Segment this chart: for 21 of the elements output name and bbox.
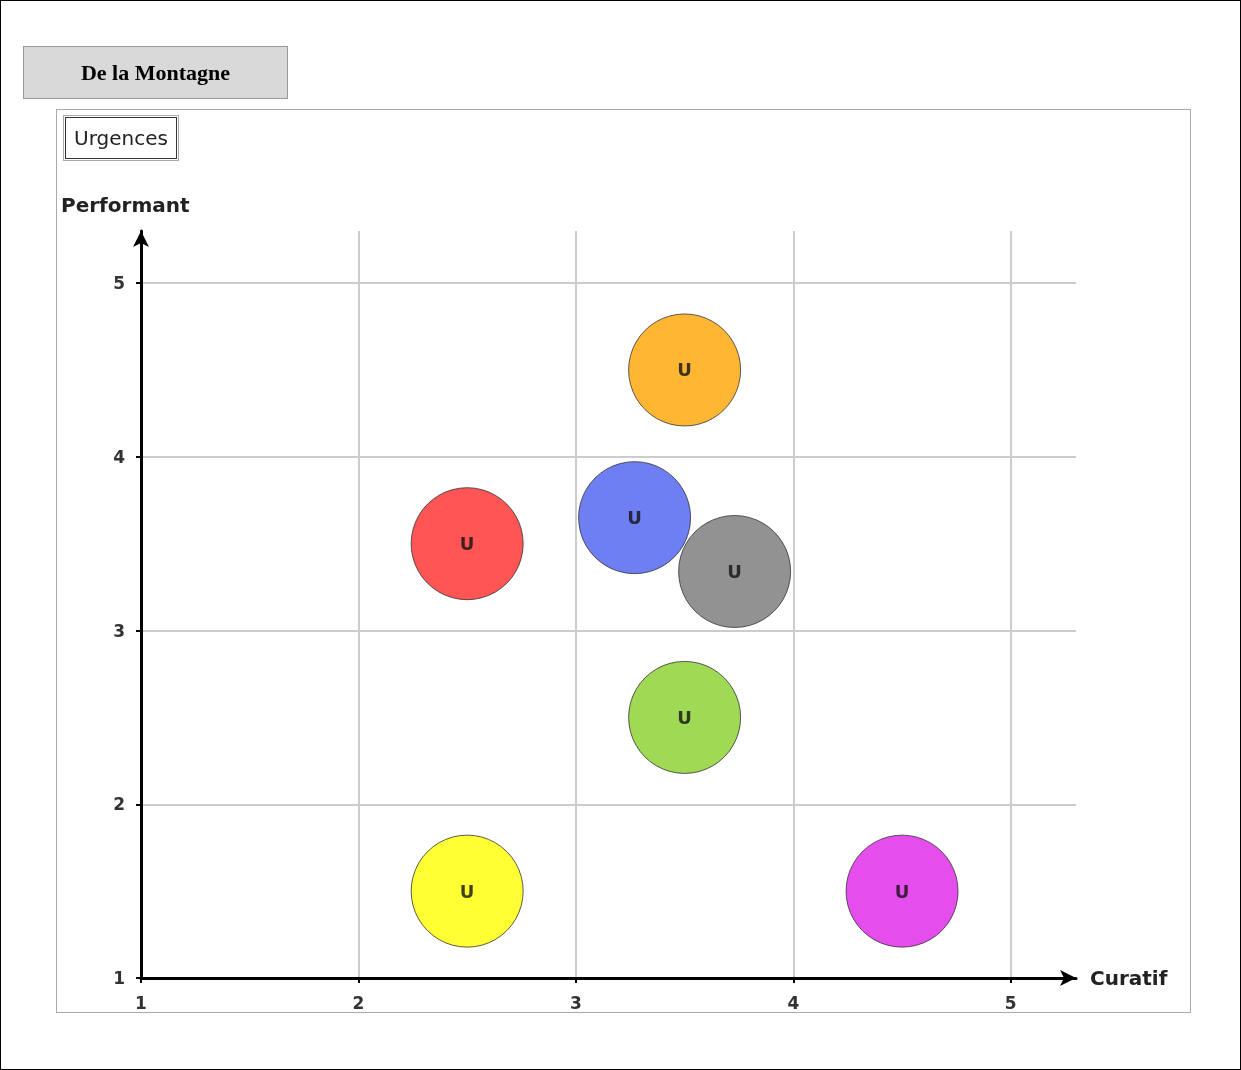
data-label: U bbox=[677, 706, 692, 728]
x-tick-label: 4 bbox=[787, 992, 800, 1013]
y-tick-label: 1 bbox=[113, 968, 125, 988]
y-tick-label: 4 bbox=[113, 446, 126, 467]
data-label: U bbox=[459, 880, 475, 902]
x-tick-label: 2 bbox=[352, 992, 365, 1013]
x-tick-label: 3 bbox=[569, 992, 582, 1013]
y-tick-label: 3 bbox=[113, 620, 125, 641]
x-tick-label: 1 bbox=[135, 992, 147, 1013]
x-axis-title: Curatif bbox=[1090, 966, 1168, 990]
data-label: U bbox=[677, 359, 692, 381]
y-axis-title: Performant bbox=[61, 193, 190, 217]
data-label: U bbox=[894, 880, 910, 902]
chart-title: De la Montagne bbox=[23, 46, 288, 99]
y-tick-label: 2 bbox=[113, 794, 125, 815]
data-label: U bbox=[727, 560, 742, 582]
data-label: U bbox=[627, 507, 642, 529]
chart-subtitle: Urgences bbox=[65, 117, 177, 159]
data-label: U bbox=[459, 533, 475, 555]
y-tick-label: 5 bbox=[113, 273, 125, 294]
x-tick-label: 5 bbox=[1004, 992, 1017, 1013]
